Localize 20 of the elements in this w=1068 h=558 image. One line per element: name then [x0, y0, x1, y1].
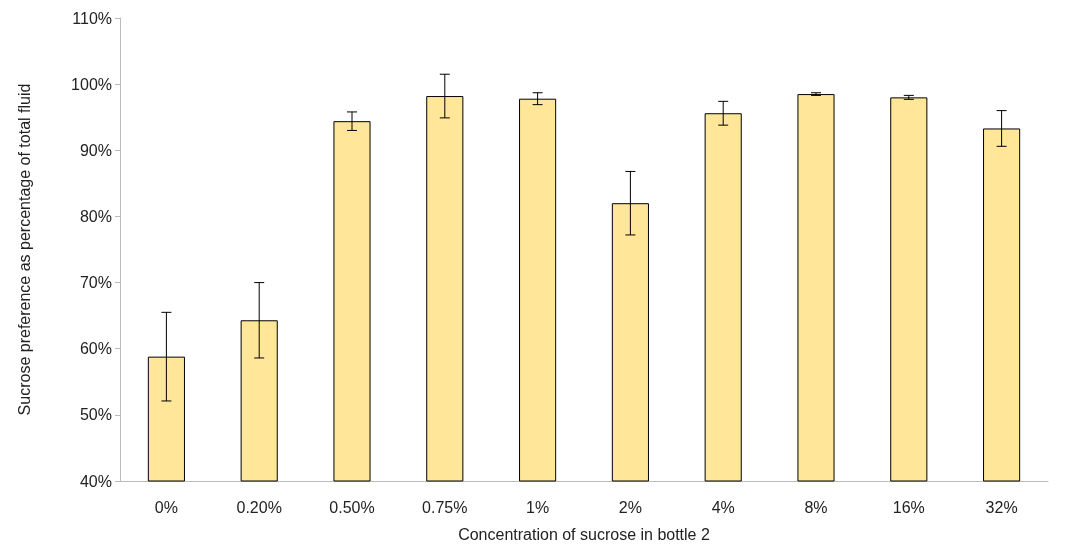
y-tick-label: 40% [79, 472, 112, 490]
y-tick-label: 90% [79, 141, 112, 159]
x-tick-label: 2% [618, 498, 642, 516]
y-tick-label: 110% [72, 9, 112, 27]
x-tick-label: 0.20% [236, 498, 282, 516]
y-axis-title: Sucrose preference as percentage of total fluid [15, 83, 33, 416]
x-tick-label: 1% [526, 498, 550, 516]
y-tick-label: 50% [79, 406, 112, 424]
x-tick-label: 32% [985, 498, 1018, 516]
x-tick-label: 0.75% [422, 498, 468, 516]
x-axis-title: Concentration of sucrose in bottle 2 [458, 525, 710, 543]
x-tick-label: 4% [711, 498, 735, 516]
y-tick-label: 70% [79, 274, 112, 292]
x-tick-label: 0% [154, 498, 178, 516]
y-tick-label: 80% [79, 207, 112, 225]
y-tick-label: 100% [71, 75, 112, 93]
y-tick-label: 60% [79, 340, 112, 358]
x-tick-label: 0.50% [329, 498, 375, 516]
x-tick-label: 8% [804, 498, 828, 516]
x-tick-label: 16% [892, 498, 925, 516]
